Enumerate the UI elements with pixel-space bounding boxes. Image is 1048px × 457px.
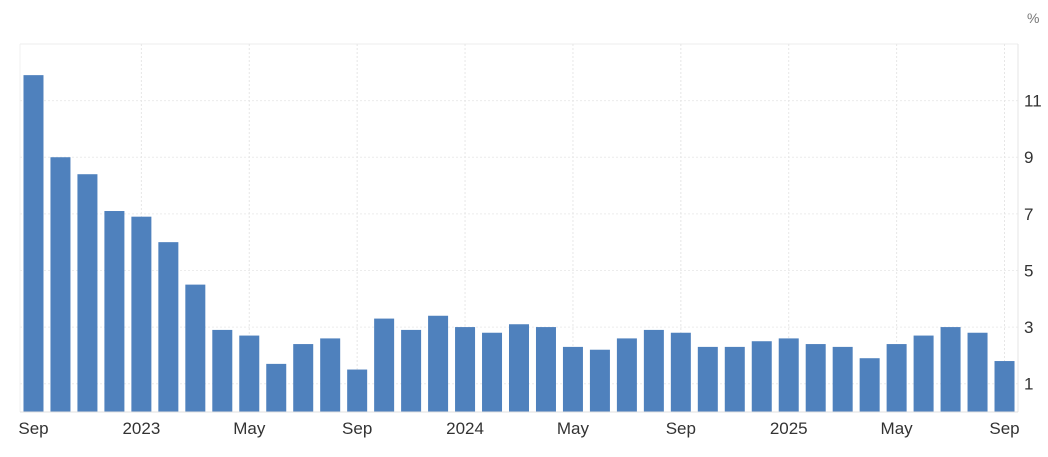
bar-oct-2022[interactable]	[50, 157, 71, 412]
y-axis: 1 3 5 7 9 11	[1017, 44, 1042, 412]
x-tick-label: 2023	[122, 419, 160, 438]
y-tick-label: 9	[1024, 148, 1033, 167]
bar-nov-2023[interactable]	[401, 329, 422, 412]
y-tick-label: 1	[1024, 375, 1033, 394]
bar-oct-2023[interactable]	[374, 318, 395, 412]
bar-may-2023[interactable]	[239, 335, 260, 412]
bar-oct-2024[interactable]	[697, 346, 718, 412]
y-tick-label: 3	[1024, 318, 1033, 337]
x-axis: Sep 2023 May Sep 2024 May Sep 2025 May Sep	[18, 411, 1020, 438]
bar-mar-2025[interactable]	[832, 346, 853, 412]
x-tick-label: Sep	[18, 419, 48, 438]
bar-jul-2025[interactable]	[940, 327, 961, 412]
bar-dec-2022[interactable]	[104, 211, 125, 412]
x-tick-label: Sep	[989, 419, 1019, 438]
bar-nov-2024[interactable]	[724, 346, 745, 412]
bar-mar-2023[interactable]	[185, 284, 206, 412]
bar-sep-2023[interactable]	[347, 369, 368, 412]
x-tick-label: Sep	[666, 419, 696, 438]
y-tick-label: 5	[1024, 261, 1033, 280]
bar-feb-2023[interactable]	[158, 242, 179, 412]
bar-sep-2025[interactable]	[994, 361, 1015, 412]
bar-aug-2023[interactable]	[320, 338, 341, 412]
bar-jun-2023[interactable]	[266, 363, 287, 412]
y-tick-label: 7	[1024, 205, 1033, 224]
bar-jan-2025[interactable]	[778, 338, 799, 412]
x-tick-label: May	[881, 419, 914, 438]
bar-jan-2023[interactable]	[131, 216, 152, 412]
x-tick-label: 2025	[770, 419, 808, 438]
bar-dec-2023[interactable]	[428, 315, 449, 412]
x-tick-label: 2024	[446, 419, 484, 438]
bar-may-2025[interactable]	[886, 344, 907, 412]
bar-jun-2025[interactable]	[913, 335, 934, 412]
bar-apr-2025[interactable]	[859, 358, 880, 412]
bar-jun-2024[interactable]	[589, 349, 610, 412]
bar-feb-2025[interactable]	[805, 344, 826, 412]
bar-jul-2023[interactable]	[293, 344, 314, 412]
x-tick-label: Sep	[342, 419, 372, 438]
x-tick-label: May	[233, 419, 266, 438]
bar-sep-2022[interactable]	[23, 75, 44, 412]
bar-aug-2024[interactable]	[643, 329, 664, 412]
gridlines	[19, 43, 1018, 412]
bar-jan-2024[interactable]	[455, 327, 476, 412]
y-unit-label: %	[1027, 10, 1039, 26]
bar-apr-2024[interactable]	[535, 327, 556, 412]
bar-feb-2024[interactable]	[482, 332, 503, 412]
bar-may-2024[interactable]	[562, 346, 583, 412]
bar-mar-2024[interactable]	[509, 324, 529, 412]
bar-aug-2025[interactable]	[967, 332, 988, 412]
bar-apr-2023[interactable]	[212, 329, 233, 412]
bar-jul-2024[interactable]	[616, 338, 637, 412]
bar-nov-2022[interactable]	[77, 174, 98, 412]
bars	[23, 75, 1015, 412]
bar-dec-2024[interactable]	[751, 341, 772, 412]
x-tick-label: May	[557, 419, 590, 438]
y-tick-label: 11	[1024, 92, 1042, 111]
bar-sep-2024[interactable]	[670, 332, 691, 412]
